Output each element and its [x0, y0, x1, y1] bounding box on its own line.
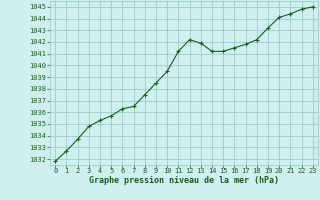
- X-axis label: Graphe pression niveau de la mer (hPa): Graphe pression niveau de la mer (hPa): [89, 176, 279, 185]
